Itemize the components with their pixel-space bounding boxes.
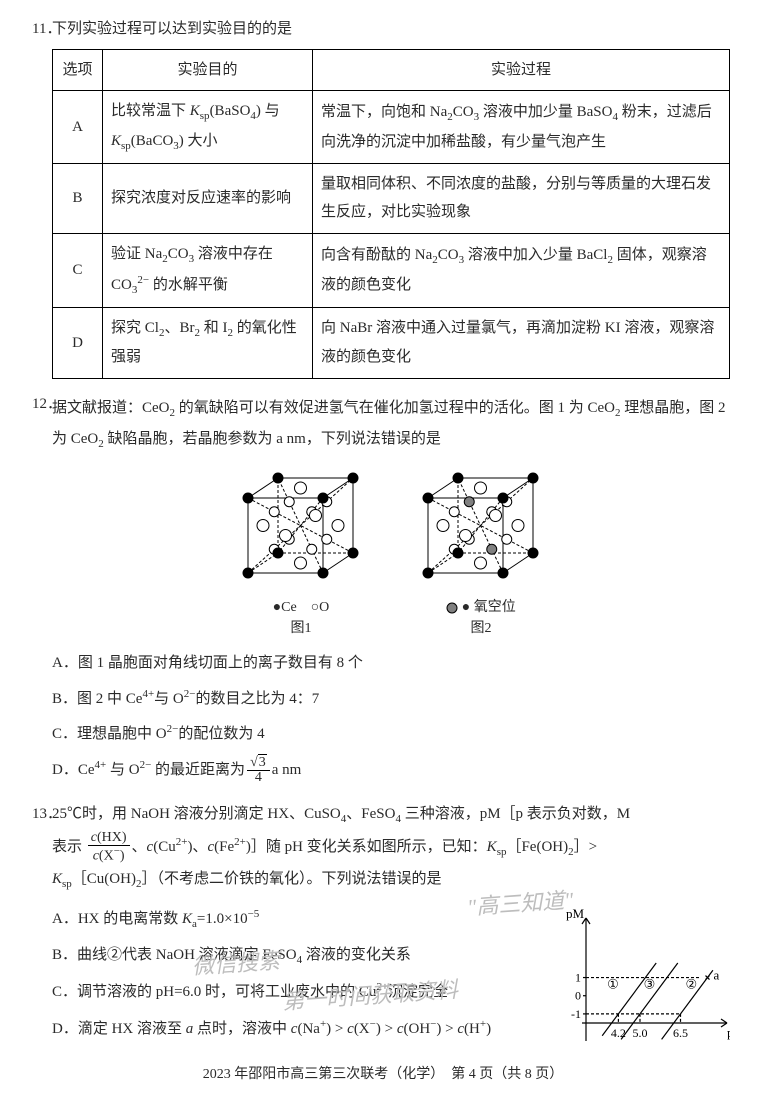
svg-text:4.2: 4.2 [611, 1026, 626, 1040]
opt-cell: A [53, 91, 103, 164]
table-row: 选项 实验目的 实验过程 [53, 49, 730, 91]
svg-text:6.5: 6.5 [673, 1026, 688, 1040]
option-d: D．Ce4+ 与 O2− 的最近距离为34a nm [52, 755, 730, 785]
q12-diagrams: ●Ce ○O 图1 ● 氧空位 图2 [52, 463, 730, 640]
line-chart-icon: pM pH 1 0 -1 4.2 5.0 6.5 a ① ③ ② [560, 908, 730, 1063]
option-d-text: 滴定 HX 溶液至 a 点时，溶液中 c(Na+) > c(X−) > c(OH… [78, 1021, 491, 1037]
crystal-cube-icon [416, 463, 546, 588]
legend-o: ○O [311, 600, 330, 615]
process-cell: 向含有酚酞的 Na2CO3 溶液中加入少量 BaCl2 固体，观察溶液的颜色变化 [313, 233, 730, 307]
svg-text:③: ③ [644, 977, 656, 992]
legend-ce: ●Ce [273, 600, 297, 615]
fig2-box: ● 氧空位 图2 [416, 463, 546, 640]
fig2-label: 图2 [416, 618, 546, 639]
svg-text:5.0: 5.0 [633, 1026, 648, 1040]
q11-number: 11． [32, 18, 61, 41]
svg-text:-1: -1 [571, 1007, 581, 1021]
q11-table: 选项 实验目的 实验过程 A 比较常温下 Ksp(BaSO4) 与 Ksp(Ba… [52, 49, 730, 379]
svg-text:pM: pM [566, 908, 585, 921]
opt-cell: C [53, 233, 103, 307]
option-b: B．图 2 中 Ce4+与 O2−的数目之比为 4：7 [52, 684, 730, 714]
q13-number: 13． [32, 799, 62, 831]
option-c: C．理想晶胞中 O2−的配位数为 4 [52, 719, 730, 749]
question-11: 11． 下列实验过程可以达到实验目的的是 选项 实验目的 实验过程 A 比较常温… [36, 18, 730, 379]
opt-cell: B [53, 163, 103, 233]
q13-chart: pM pH 1 0 -1 4.2 5.0 6.5 a ① ③ ② [560, 908, 730, 1076]
svg-text:0: 0 [575, 989, 581, 1003]
svg-text:pH: pH [727, 1025, 730, 1040]
crystal-cube-icon [236, 463, 366, 588]
option-d-text: Ce4+ 与 O2− 的最近距离为34a nm [78, 762, 301, 778]
legend-vacancy: ● 氧空位 [446, 600, 515, 615]
table-row: A 比较常温下 Ksp(BaSO4) 与 Ksp(BaCO3) 大小 常温下，向… [53, 91, 730, 164]
purpose-cell: 比较常温下 Ksp(BaSO4) 与 Ksp(BaCO3) 大小 [103, 91, 313, 164]
purpose-cell: 验证 Na2CO3 溶液中存在 CO32− 的水解平衡 [103, 233, 313, 307]
col-header: 实验过程 [313, 49, 730, 91]
option-a-text: HX 的电离常数 Ka=1.0×10−5 [78, 911, 259, 927]
process-cell: 向 NaBr 溶液中通入过量氯气，再滴加淀粉 KI 溶液，观察溶液的颜色变化 [313, 307, 730, 378]
q11-stem: 下列实验过程可以达到实验目的的是 [52, 18, 730, 41]
option-a: A．图 1 晶胞面对角线切面上的离子数目有 8 个 [52, 649, 730, 678]
option-b-text: 图 2 中 Ce4+与 O2−的数目之比为 4：7 [77, 691, 319, 707]
table-row: B 探究浓度对反应速率的影响 量取相同体积、不同浓度的盐酸，分别与等质量的大理石… [53, 163, 730, 233]
fig1-box: ●Ce ○O 图1 [236, 463, 366, 640]
option-c-text: 调节溶液的 pH=6.0 时，可将工业废水中的 Cu2+沉淀完全 [77, 984, 448, 1000]
option-c-text: 理想晶胞中 O2−的配位数为 4 [77, 726, 265, 742]
question-13: 13． 25℃时，用 NaOH 溶液分别滴定 HX、CuSO4、FeSO4 三种… [36, 799, 730, 1076]
svg-text:a: a [714, 968, 720, 983]
fig1-label: 图1 [236, 618, 366, 639]
legend-vacancy-label: ● 氧空位 [462, 600, 516, 615]
purpose-cell: 探究 Cl2、Br2 和 I2 的氧化性强弱 [103, 307, 313, 378]
q13-stem-line: Ksp［Cu(OH)2］（不考虑二价铁的氧化）。下列说法错误的是 [52, 864, 730, 896]
svg-text:②: ② [685, 977, 697, 992]
page-footer: 2023 年邵阳市高三第三次联考（化学） 第 4 页（共 8 页） [0, 1064, 766, 1085]
col-header: 选项 [53, 49, 103, 91]
q12-stem: 据文献报道：CeO2 的氧缺陷可以有效促进氢气在催化加氢过程中的活化。图 1 为… [52, 393, 730, 455]
q12-number: 12． [32, 393, 62, 416]
svg-text:①: ① [607, 977, 619, 992]
col-header: 实验目的 [103, 49, 313, 91]
q12-options: A．图 1 晶胞面对角线切面上的离子数目有 8 个 B．图 2 中 Ce4+与 … [52, 649, 730, 785]
process-cell: 量取相同体积、不同浓度的盐酸，分别与等质量的大理石发生反应，对比实验现象 [313, 163, 730, 233]
purpose-cell: 探究浓度对反应速率的影响 [103, 163, 313, 233]
option-a-text: 图 1 晶胞面对角线切面上的离子数目有 8 个 [78, 655, 363, 671]
table-row: D 探究 Cl2、Br2 和 I2 的氧化性强弱 向 NaBr 溶液中通入过量氯… [53, 307, 730, 378]
process-cell: 常温下，向饱和 Na2CO3 溶液中加少量 BaSO4 粉末，过滤后向洗净的沉淀… [313, 91, 730, 164]
table-row: C 验证 Na2CO3 溶液中存在 CO32− 的水解平衡 向含有酚酞的 Na2… [53, 233, 730, 307]
q13-stem-line: 25℃时，用 NaOH 溶液分别滴定 HX、CuSO4、FeSO4 三种溶液，p… [52, 799, 730, 831]
question-12: 12． 据文献报道：CeO2 的氧缺陷可以有效促进氢气在催化加氢过程中的活化。图… [36, 393, 730, 785]
svg-text:1: 1 [575, 971, 581, 985]
opt-cell: D [53, 307, 103, 378]
q13-stem-line: 表示 c(HX)c(X−)、c(Cu2+)、c(Fe2+)］随 pH 变化关系如… [52, 831, 730, 864]
option-b-text: 曲线②代表 NaOH 溶液滴定 FeSO4 溶液的变化关系 [77, 947, 411, 963]
q13-stem: 25℃时，用 NaOH 溶液分别滴定 HX、CuSO4、FeSO4 三种溶液，p… [52, 799, 730, 896]
